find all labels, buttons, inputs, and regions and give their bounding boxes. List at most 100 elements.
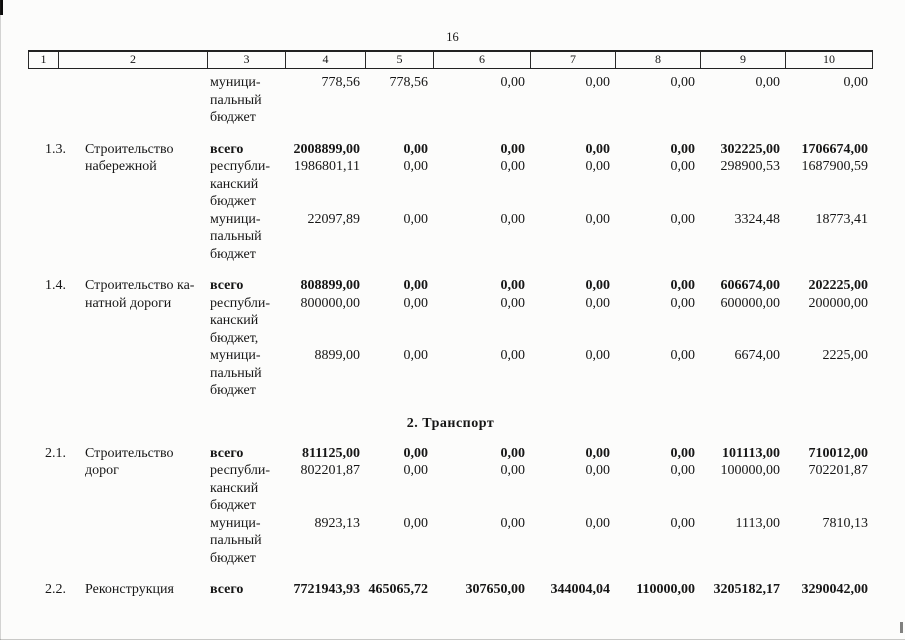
project-name: Строительство дорог bbox=[70, 445, 207, 568]
value-cell: 3205182,17 bbox=[713, 582, 781, 597]
column-header-1: 1 bbox=[28, 52, 58, 68]
value-cell: 0,00 bbox=[500, 348, 526, 363]
project-name: Строительство набережной bbox=[70, 141, 207, 264]
budget-type-label: муници-пальный бюджет bbox=[207, 211, 285, 264]
value-cell: 0,00 bbox=[585, 463, 611, 478]
value-cell: 200000,00 bbox=[808, 295, 869, 311]
budget-type-line: муници- bbox=[210, 515, 261, 531]
row-number: 1.3. bbox=[45, 141, 66, 157]
budget-table: 1 2 3 4 5 6 7 8 9 10 муници-пальный бюджет 778,56 77… bbox=[28, 50, 873, 613]
column-header-4: 4 bbox=[285, 52, 365, 68]
column-header-3: 3 bbox=[207, 52, 285, 68]
value-cell: 8923,13 bbox=[314, 515, 361, 531]
budget-type-line: муници- bbox=[210, 75, 261, 90]
project-name-line: дорог bbox=[85, 463, 119, 478]
value-cell: 0,00 bbox=[403, 211, 429, 227]
value-cell: 0,00 bbox=[500, 159, 526, 174]
table-row: 1.3. Строительство набережной всего 2008899,… bbox=[28, 141, 873, 264]
value-cell: 0,00 bbox=[500, 515, 526, 531]
value-cell: 808899,00 bbox=[300, 278, 361, 293]
value-cell: 100000,00 bbox=[720, 463, 781, 478]
value-cell: 0,00 bbox=[670, 348, 696, 363]
project-name-line: Строительство ка- bbox=[85, 278, 195, 293]
budget-subrow: республи-канский бюджет, 800000,00 0,00 0,00… bbox=[207, 295, 873, 348]
budget-type-label: республи-канский бюджет, bbox=[207, 295, 285, 348]
value-cell: 0,00 bbox=[670, 463, 696, 478]
budget-type-line: канский bbox=[210, 480, 259, 496]
value-cell: 0,00 bbox=[403, 159, 429, 174]
value-cell: 0,00 bbox=[585, 75, 611, 90]
value-cell: 0,00 bbox=[403, 515, 429, 531]
value-cell: 0,00 bbox=[500, 75, 526, 90]
value-cell: 600000,00 bbox=[720, 295, 781, 311]
budget-type-line: пальный bbox=[210, 533, 262, 548]
value-cell: 7810,13 bbox=[822, 515, 869, 531]
value-cell: 0,00 bbox=[403, 295, 429, 311]
column-header-6: 6 bbox=[433, 52, 530, 68]
value-cell: 1113,00 bbox=[735, 515, 780, 531]
value-cell: 0,00 bbox=[670, 211, 696, 227]
budget-breakdown: всего 2008899,00 0,00 0,00 0,00 0,00 302225,00… bbox=[207, 141, 873, 264]
budget-type-line: пальный bbox=[210, 229, 262, 244]
budget-type-line: республи- bbox=[210, 159, 270, 174]
value-cell: 0,00 bbox=[670, 445, 696, 461]
budget-type-line: бюджет bbox=[210, 383, 256, 398]
table-body: муници-пальный бюджет 778,56 778,56 0,00 0,00… bbox=[28, 69, 873, 599]
value-cell: 778,56 bbox=[389, 75, 429, 90]
budget-type-line: пальный bbox=[210, 365, 262, 381]
column-header-10: 10 bbox=[785, 52, 873, 68]
value-cell: 0,00 bbox=[500, 141, 526, 157]
value-cell: 710012,00 bbox=[808, 445, 869, 461]
section-header: 2. Транспорт bbox=[406, 415, 495, 431]
budget-breakdown: муници-пальный бюджет 778,56 778,56 0,00 0,00… bbox=[207, 74, 873, 127]
value-cell: 0,00 bbox=[500, 445, 526, 461]
budget-type-line: муници- bbox=[210, 211, 261, 227]
budget-type-label: всего bbox=[207, 141, 285, 159]
value-cell: 0,00 bbox=[403, 141, 429, 157]
value-cell: 110000,00 bbox=[636, 582, 695, 597]
table-header-row: 1 2 3 4 5 6 7 8 9 10 bbox=[28, 50, 873, 69]
page-number: 16 bbox=[446, 30, 459, 44]
project-name-line: набережной bbox=[85, 159, 157, 174]
budget-breakdown: всего 7721943,93 465065,72 307650,00 344004,… bbox=[207, 581, 873, 599]
value-cell: 0,00 bbox=[500, 278, 526, 293]
value-cell: 811125,00 bbox=[302, 445, 360, 461]
budget-type-line: бюджет, bbox=[210, 330, 259, 346]
budget-type-label: муници-пальный бюджет bbox=[207, 74, 285, 127]
value-cell: 298900,53 bbox=[720, 159, 781, 174]
value-cell: 0,00 bbox=[585, 278, 611, 293]
value-cell: 0,00 bbox=[403, 278, 429, 293]
budget-type-line: республи- bbox=[210, 295, 270, 311]
project-name-line: натной дороги bbox=[85, 295, 172, 311]
value-cell: 0,00 bbox=[585, 159, 611, 174]
budget-type-label: муници-пальный бюджет bbox=[207, 347, 285, 400]
budget-subrow: муници-пальный бюджет 8923,13 0,00 0,00 0,00 0… bbox=[207, 515, 873, 568]
value-cell: 8899,00 bbox=[314, 348, 361, 363]
budget-type-label: всего bbox=[207, 581, 285, 599]
budget-type-line: муници- bbox=[210, 348, 261, 363]
value-cell: 0,00 bbox=[585, 141, 611, 157]
budget-type-label: республи-канский бюджет bbox=[207, 158, 285, 211]
value-cell: 0,00 bbox=[585, 295, 611, 311]
value-cell: 0,00 bbox=[670, 75, 696, 90]
budget-subrow: республи-канский бюджет 802201,87 0,00 0,00 0… bbox=[207, 462, 873, 515]
scan-edge-left bbox=[0, 0, 1, 640]
value-cell: 0,00 bbox=[585, 445, 611, 461]
scan-artifact-bottomright bbox=[900, 622, 903, 633]
value-cell: 0,00 bbox=[500, 211, 526, 227]
column-header-5: 5 bbox=[365, 52, 433, 68]
value-cell: 0,00 bbox=[403, 445, 429, 461]
row-number bbox=[28, 74, 70, 127]
budget-type-line: бюджет bbox=[210, 550, 256, 566]
value-cell: 6674,00 bbox=[734, 348, 781, 363]
project-name: Реконструкция bbox=[70, 581, 207, 599]
value-cell: 0,00 bbox=[670, 159, 696, 174]
budget-subrow: всего 811125,00 0,00 0,00 0,00 0,00 101113,00 7… bbox=[207, 445, 873, 463]
budget-type-label: муници-пальный бюджет bbox=[207, 515, 285, 568]
value-cell: 0,00 bbox=[403, 348, 429, 363]
value-cell: 202225,00 bbox=[808, 278, 869, 293]
value-cell: 0,00 bbox=[670, 295, 696, 311]
row-number: 1.4. bbox=[45, 278, 66, 293]
budget-type-line: бюджет bbox=[210, 246, 256, 262]
